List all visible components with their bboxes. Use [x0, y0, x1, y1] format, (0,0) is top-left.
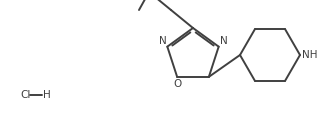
Text: H: H [43, 90, 51, 100]
Text: O: O [173, 79, 181, 89]
Text: N: N [220, 36, 227, 46]
Text: Cl: Cl [20, 90, 31, 100]
Text: N: N [158, 36, 166, 46]
Text: NH: NH [302, 50, 318, 60]
